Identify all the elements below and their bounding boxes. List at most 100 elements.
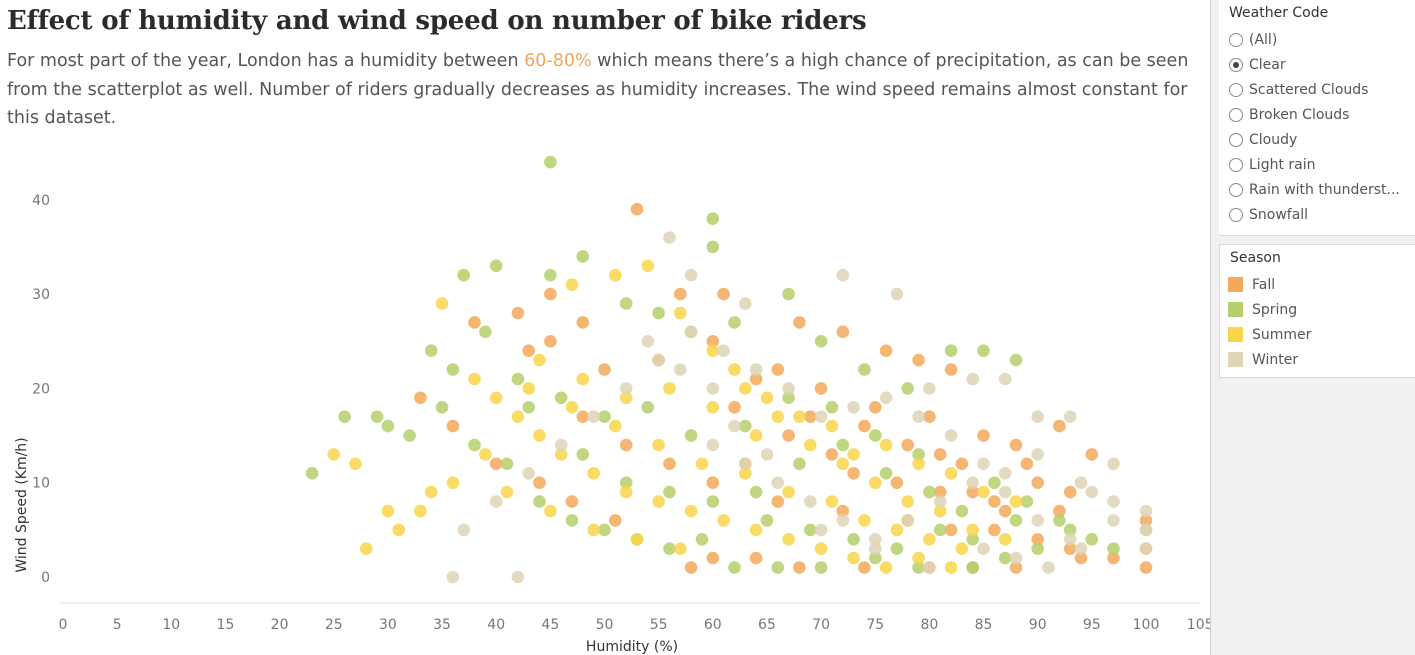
point-spring[interactable] [782, 287, 795, 301]
point-spring[interactable] [619, 476, 633, 490]
point-summer[interactable] [392, 523, 406, 537]
point-winter[interactable] [728, 419, 741, 433]
point-winter[interactable] [1074, 476, 1088, 490]
point-fall[interactable] [858, 419, 871, 433]
point-summer[interactable] [349, 457, 362, 471]
point-summer[interactable] [533, 429, 546, 442]
point-summer[interactable] [609, 419, 622, 433]
point-fall[interactable] [717, 287, 730, 301]
point-spring[interactable] [554, 391, 568, 405]
point-spring[interactable] [338, 410, 351, 424]
point-fall[interactable] [879, 344, 893, 357]
point-summer[interactable] [923, 533, 936, 546]
point-winter[interactable] [1085, 485, 1099, 499]
point-winter[interactable] [1139, 542, 1153, 555]
point-fall[interactable] [771, 495, 785, 508]
point-spring[interactable] [619, 297, 633, 310]
point-fall[interactable] [1009, 561, 1023, 574]
point-winter[interactable] [1042, 561, 1055, 574]
point-summer[interactable] [825, 419, 839, 433]
point-spring[interactable] [933, 523, 947, 537]
point-winter[interactable] [912, 410, 925, 424]
point-spring[interactable] [370, 410, 384, 424]
point-winter[interactable] [717, 344, 730, 357]
radio-icon[interactable] [1229, 182, 1243, 197]
point-spring[interactable] [511, 372, 525, 386]
point-summer[interactable] [587, 467, 600, 480]
point-spring[interactable] [305, 467, 319, 480]
point-summer[interactable] [576, 372, 590, 386]
point-summer[interactable] [446, 476, 460, 490]
point-spring[interactable] [879, 467, 893, 480]
point-spring[interactable] [489, 259, 503, 273]
point-fall[interactable] [933, 448, 947, 461]
point-spring[interactable] [966, 561, 979, 574]
point-summer[interactable] [944, 467, 958, 480]
point-summer[interactable] [424, 485, 438, 499]
legend-item-spring[interactable]: Spring [1220, 297, 1415, 322]
point-summer[interactable] [814, 542, 828, 555]
point-spring[interactable] [858, 363, 871, 376]
point-spring[interactable] [500, 457, 514, 471]
point-summer[interactable] [435, 297, 449, 310]
point-fall[interactable] [706, 551, 720, 565]
point-fall[interactable] [825, 448, 839, 461]
point-fall[interactable] [901, 438, 914, 452]
point-spring[interactable] [847, 533, 860, 546]
point-fall[interactable] [522, 344, 535, 357]
point-spring[interactable] [728, 316, 741, 329]
point-fall[interactable] [944, 523, 958, 537]
scatter-chart[interactable]: 0 5 10 15 20 25 30 35 40 45 50 55 60 65 70 75 80 85 90 95 10… [0, 140, 1210, 655]
point-winter[interactable] [1063, 410, 1077, 424]
point-fall[interactable] [771, 363, 785, 376]
point-summer[interactable] [533, 353, 546, 367]
point-summer[interactable] [879, 438, 893, 452]
point-spring[interactable] [544, 268, 557, 282]
point-spring[interactable] [998, 551, 1012, 565]
point-fall[interactable] [1053, 504, 1066, 518]
point-summer[interactable] [619, 485, 633, 499]
point-winter[interactable] [836, 268, 850, 282]
point-summer[interactable] [695, 457, 709, 471]
point-spring[interactable] [663, 485, 676, 499]
point-fall[interactable] [576, 316, 590, 329]
point-winter[interactable] [977, 542, 990, 555]
point-fall[interactable] [847, 467, 860, 480]
point-winter[interactable] [1107, 457, 1120, 471]
point-spring[interactable] [977, 344, 990, 357]
point-spring[interactable] [706, 212, 720, 225]
point-spring[interactable] [598, 410, 611, 424]
point-fall[interactable] [944, 363, 958, 376]
point-spring[interactable] [814, 335, 828, 348]
point-spring[interactable] [944, 344, 958, 357]
point-winter[interactable] [739, 297, 752, 310]
point-spring[interactable] [446, 363, 460, 376]
point-summer[interactable] [955, 542, 969, 555]
point-fall[interactable] [977, 429, 990, 442]
point-spring[interactable] [988, 476, 1001, 490]
point-summer[interactable] [901, 495, 914, 508]
point-fall[interactable] [998, 504, 1012, 518]
point-spring[interactable] [663, 542, 676, 555]
weather-option[interactable]: Cloudy [1219, 127, 1415, 152]
point-spring[interactable] [576, 448, 590, 461]
radio-icon[interactable] [1229, 207, 1243, 222]
point-summer[interactable] [522, 382, 535, 395]
point-fall[interactable] [1107, 551, 1120, 565]
point-summer[interactable] [998, 533, 1012, 546]
point-spring[interactable] [695, 533, 709, 546]
point-fall[interactable] [804, 410, 817, 424]
point-summer[interactable] [858, 514, 871, 527]
point-winter[interactable] [1063, 533, 1077, 546]
point-winter[interactable] [977, 457, 990, 471]
point-summer[interactable] [565, 278, 579, 291]
point-summer[interactable] [879, 561, 893, 574]
legend-item-winter[interactable]: Winter [1220, 347, 1415, 372]
point-spring[interactable] [652, 306, 665, 320]
point-winter[interactable] [998, 467, 1012, 480]
point-fall[interactable] [836, 325, 850, 339]
point-summer[interactable] [489, 391, 503, 405]
point-spring[interactable] [890, 542, 904, 555]
point-winter[interactable] [1139, 504, 1153, 518]
point-fall[interactable] [1063, 542, 1077, 555]
